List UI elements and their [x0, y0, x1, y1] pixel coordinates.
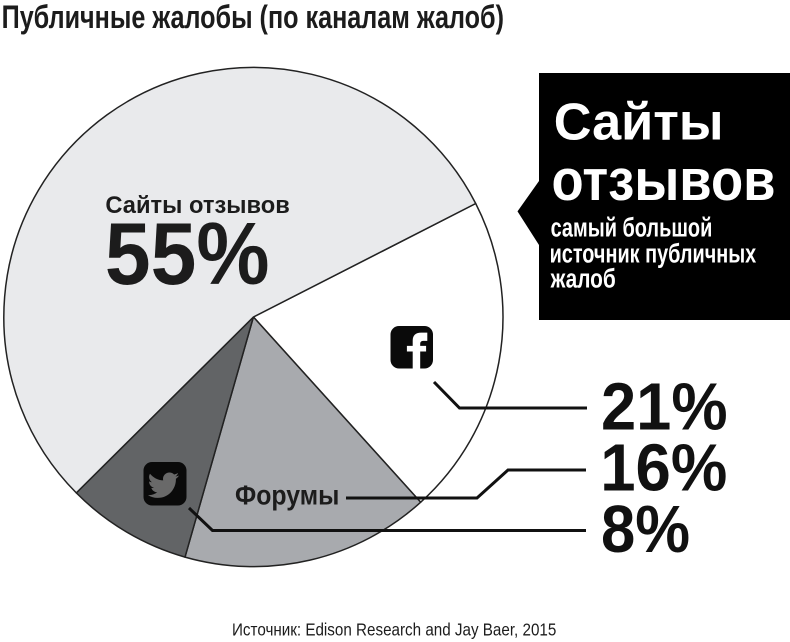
- svg-text:Публичные жалобы (по каналам ж: Публичные жалобы (по каналам жалоб): [2, 0, 504, 36]
- svg-text:жалоб: жалоб: [550, 264, 616, 294]
- svg-text:отзывов: отзывов: [552, 148, 776, 213]
- svg-text:16%: 16%: [600, 430, 727, 505]
- svg-text:Форумы: Форумы: [235, 479, 339, 511]
- svg-text:8%: 8%: [601, 492, 690, 567]
- svg-text:55%: 55%: [105, 205, 270, 303]
- svg-text:21%: 21%: [601, 369, 728, 444]
- svg-text:источник публичных: источник публичных: [550, 240, 757, 270]
- svg-text:Источник: Edison Research and: Источник: Edison Research and Jay Baer, …: [232, 619, 556, 640]
- svg-text:Сайты: Сайты: [554, 94, 724, 152]
- svg-text:самый большой: самый большой: [551, 214, 713, 244]
- svg-text:Сайты отзывов: Сайты отзывов: [105, 192, 289, 219]
